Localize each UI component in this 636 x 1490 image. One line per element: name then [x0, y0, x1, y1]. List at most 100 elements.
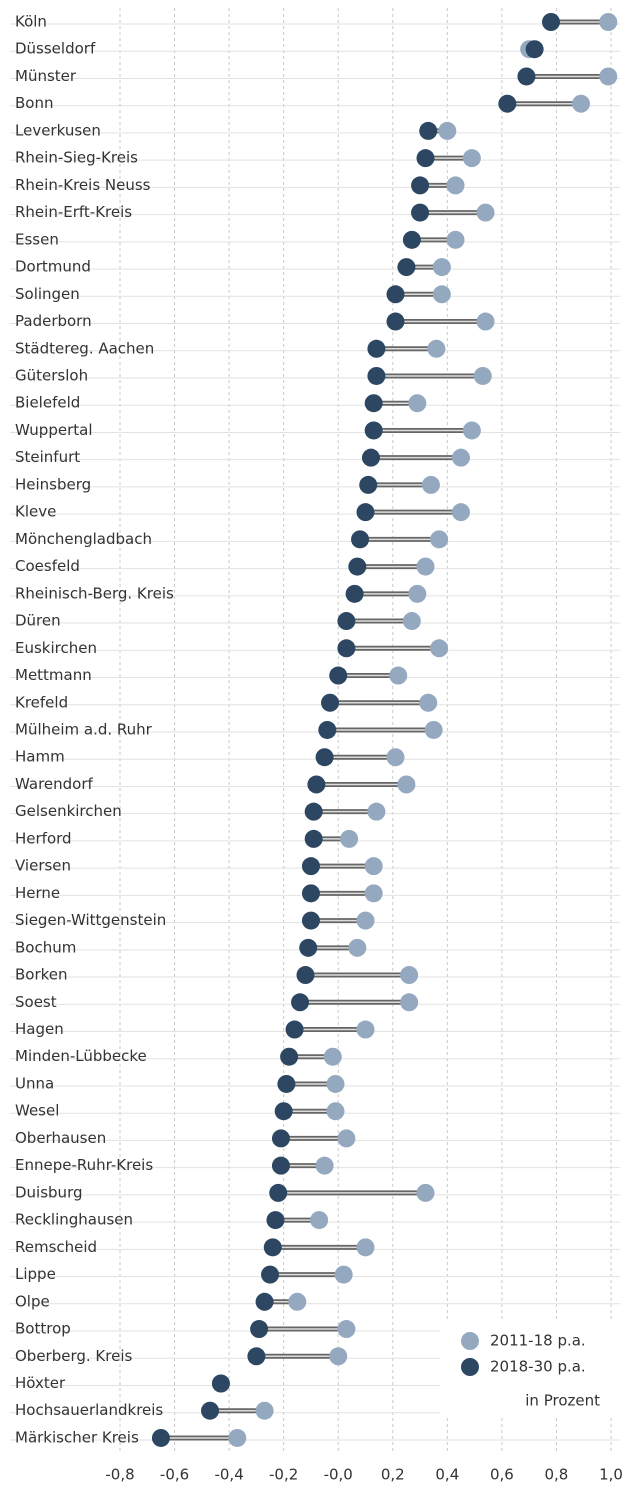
category-label: Rhein-Erft-Kreis [15, 203, 132, 221]
legend-swatch [461, 1332, 479, 1350]
category-label: Viersen [15, 857, 71, 875]
category-label: Euskirchen [15, 639, 97, 657]
dot-2018-30 [304, 829, 323, 848]
category-label: Lippe [15, 1265, 56, 1283]
dot-2018-30 [318, 720, 337, 739]
category-label: Mönchengladbach [15, 530, 152, 548]
dot-2011-18 [255, 1401, 274, 1420]
category-label: Hamm [15, 748, 65, 766]
category-label: Olpe [15, 1292, 50, 1310]
category-label: Bochum [15, 938, 76, 956]
dot-2011-18 [400, 966, 419, 985]
dot-2011-18 [402, 612, 421, 631]
dot-2018-30 [211, 1374, 230, 1393]
category-label: Märkischer Kreis [15, 1428, 139, 1446]
dot-2011-18 [329, 1347, 348, 1366]
dot-2011-18 [397, 775, 416, 794]
dot-2018-30 [261, 1265, 280, 1284]
dot-2011-18 [421, 475, 440, 494]
dot-2018-30 [285, 1020, 304, 1039]
dot-2011-18 [386, 748, 405, 767]
dot-2018-30 [402, 230, 421, 249]
dot-2011-18 [323, 1047, 342, 1066]
dot-2011-18 [462, 421, 481, 440]
dot-2018-30 [517, 67, 536, 86]
category-label: Dortmund [15, 258, 91, 276]
category-label: Kleve [15, 503, 56, 521]
dot-2011-18 [334, 1265, 353, 1284]
category-label: Bottrop [15, 1320, 71, 1338]
x-tick-label: 0,6 [490, 1466, 514, 1484]
dot-2018-30 [274, 1102, 293, 1121]
dot-2018-30 [411, 176, 430, 195]
dot-2018-30 [397, 258, 416, 277]
dot-2018-30 [498, 94, 517, 113]
dot-2018-30 [250, 1320, 269, 1339]
dot-2018-30 [356, 503, 375, 522]
category-label: Leverkusen [15, 121, 101, 139]
dot-2011-18 [367, 802, 386, 821]
dot-2018-30 [301, 911, 320, 930]
dot-2011-18 [356, 1020, 375, 1039]
category-label: Siegen-Wittgenstein [15, 911, 166, 929]
category-label: Heinsberg [15, 475, 91, 493]
category-label: Recklinghausen [15, 1211, 133, 1229]
category-label: Bonn [15, 94, 53, 112]
dot-2018-30 [280, 1047, 299, 1066]
dot-2011-18 [340, 829, 359, 848]
dot-2018-30 [348, 557, 367, 576]
category-label: Solingen [15, 285, 80, 303]
legend-swatch [461, 1358, 479, 1376]
dot-2011-18 [419, 693, 438, 712]
category-label: Warendorf [15, 775, 94, 793]
dot-2011-18 [430, 530, 449, 549]
category-label: Gütersloh [15, 366, 88, 384]
dot-2011-18 [427, 339, 446, 358]
dot-2011-18 [438, 121, 457, 140]
dot-2011-18 [356, 911, 375, 930]
dot-2018-30 [301, 884, 320, 903]
dot-2018-30 [263, 1238, 282, 1257]
dot-2018-30 [419, 121, 438, 140]
dot-2018-30 [364, 394, 383, 413]
category-label: Krefeld [15, 693, 68, 711]
dot-2018-30 [541, 13, 560, 31]
category-label: Rhein-Sieg-Kreis [15, 149, 138, 167]
category-label: Oberberg. Kreis [15, 1347, 133, 1365]
dot-2011-18 [432, 285, 451, 304]
category-label: Steinfurt [15, 448, 80, 466]
dot-2018-30 [269, 1183, 288, 1202]
dot-2018-30 [291, 993, 310, 1012]
category-label: Mettmann [15, 666, 92, 684]
dot-2011-18 [228, 1428, 247, 1447]
dot-2011-18 [476, 312, 495, 331]
category-label: Essen [15, 230, 59, 248]
x-tick-label: 0,8 [545, 1466, 569, 1484]
dot-2018-30 [315, 748, 334, 767]
x-tick-label: 0,4 [435, 1466, 459, 1484]
category-label: Hochsauerlandkreis [15, 1401, 163, 1419]
category-label: Coesfeld [15, 557, 80, 575]
category-label: Wuppertal [15, 421, 92, 439]
dot-2018-30 [337, 639, 356, 658]
dot-2011-18 [473, 366, 492, 385]
dot-2011-18 [364, 884, 383, 903]
category-label: Ennepe-Ruhr-Kreis [15, 1156, 153, 1174]
dot-2018-30 [307, 775, 326, 794]
dot-2011-18 [364, 857, 383, 876]
dot-2018-30 [299, 938, 318, 957]
dot-2011-18 [326, 1102, 345, 1121]
dot-2011-18 [288, 1292, 307, 1311]
dot-2011-18 [451, 448, 470, 467]
category-label: Hagen [15, 1020, 64, 1038]
category-label: Oberhausen [15, 1129, 106, 1147]
dot-2018-30 [329, 666, 348, 685]
dot-2011-18 [389, 666, 408, 685]
dot-2011-18 [315, 1156, 334, 1175]
x-tick-label: -0,0 [324, 1466, 353, 1484]
dot-2018-30 [351, 530, 370, 549]
dot-2018-30 [386, 312, 405, 331]
dot-2011-18 [476, 203, 495, 222]
dot-2011-18 [599, 67, 618, 86]
